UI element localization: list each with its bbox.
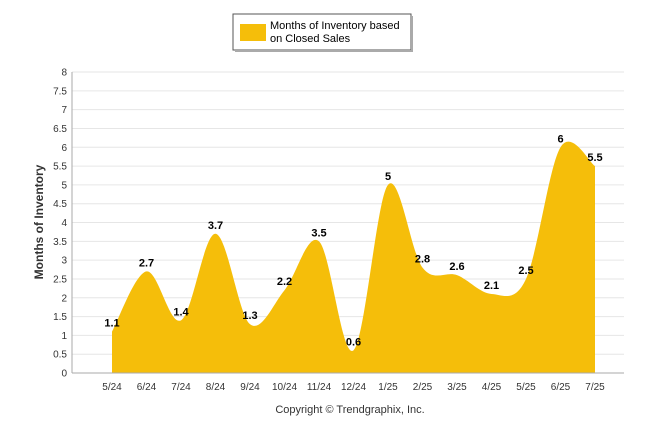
legend-shadow-bottom (235, 50, 413, 52)
y-tick-label: 4.5 (53, 199, 67, 210)
data-label: 1.4 (173, 306, 189, 318)
data-label: 2.7 (139, 257, 154, 269)
x-tick-label: 12/24 (341, 382, 366, 393)
legend-shadow-right (411, 16, 413, 52)
x-tick-label: 3/25 (447, 382, 467, 393)
y-tick-label: 3 (61, 256, 67, 267)
y-tick-label: 4 (61, 218, 67, 229)
series-area-months-of-inventory (112, 141, 595, 373)
y-tick-label: 7 (61, 105, 67, 116)
y-tick-label: 8 (61, 68, 67, 79)
data-label: 1.1 (104, 318, 119, 330)
data-label: 1.3 (242, 310, 257, 322)
data-label: 2.6 (449, 261, 464, 273)
data-label: 2.2 (277, 276, 292, 288)
y-tick-label: 3.5 (53, 237, 67, 248)
data-labels: 1.1 2.7 1.4 3.7 1.3 2.2 3.5 0.6 5 2.8 2.6 2.1 2.5 6 5.… (104, 133, 602, 348)
x-tick-label: 5/24 (102, 382, 122, 393)
x-tick-label: 1/25 (378, 382, 398, 393)
legend: Months of Inventory based on Closed Sale… (232, 13, 413, 52)
data-label: 3.7 (208, 220, 223, 232)
x-tick-label: 11/24 (307, 382, 332, 393)
data-label: 5 (385, 171, 391, 183)
x-tick-label: 10/24 (272, 382, 297, 393)
x-tick-label: 9/24 (240, 382, 260, 393)
data-label: 5.5 (587, 152, 602, 164)
x-tick-label: 8/24 (206, 382, 226, 393)
legend-label-line-2: on Closed Sales (270, 33, 351, 45)
x-tick-label: 5/25 (516, 382, 536, 393)
y-tick-label: 1 (61, 331, 67, 342)
y-axis-label: Months of Inventory (32, 164, 46, 279)
y-tick-label: 6 (61, 143, 67, 154)
y-tick-label: 2 (61, 293, 67, 304)
y-tick-label: 7.5 (53, 86, 67, 97)
data-label: 6 (557, 133, 563, 145)
y-tick-label: 6.5 (53, 124, 67, 135)
copyright-footer: Copyright © Trendgraphix, Inc. (275, 404, 424, 416)
data-label: 3.5 (311, 227, 326, 239)
y-tick-labels: 0 0.5 1 1.5 2 2.5 3 3.5 4 4.5 5 5.5 6 6.5 7 7.5 8 (53, 68, 67, 380)
x-tick-label: 2/25 (413, 382, 433, 393)
x-tick-label: 7/25 (585, 382, 605, 393)
data-label: 2.5 (518, 265, 533, 277)
legend-swatch (240, 24, 266, 41)
y-tick-label: 0.5 (53, 350, 67, 361)
plot-area (112, 141, 595, 373)
x-tick-label: 6/25 (551, 382, 571, 393)
x-tick-label: 4/25 (482, 382, 502, 393)
data-label: 2.8 (415, 254, 430, 266)
x-tick-labels: 5/24 6/24 7/24 8/24 9/24 10/24 11/24 12/24 1/25 2… (102, 382, 605, 393)
y-tick-label: 2.5 (53, 274, 67, 285)
y-tick-label: 1.5 (53, 312, 67, 323)
x-tick-label: 6/24 (137, 382, 157, 393)
y-tick-label: 5 (61, 180, 67, 191)
data-label: 0.6 (346, 336, 361, 348)
x-tick-label: 7/24 (171, 382, 191, 393)
y-tick-label: 0 (61, 369, 67, 380)
y-tick-label: 5.5 (53, 162, 67, 173)
legend-label-line-1: Months of Inventory based (270, 20, 400, 32)
data-label: 2.1 (484, 280, 499, 292)
axes (71, 72, 624, 374)
